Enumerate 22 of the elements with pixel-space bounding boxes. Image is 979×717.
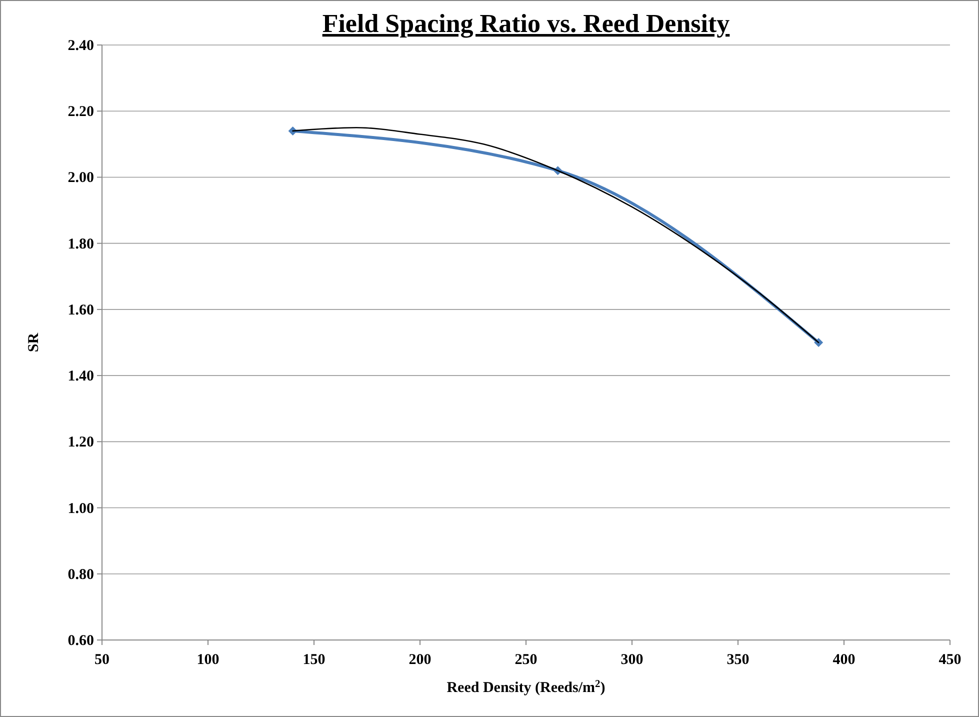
y-tick-label: 0.60 bbox=[68, 633, 94, 649]
y-axis-title: SR bbox=[26, 332, 42, 352]
y-tick-label: 1.80 bbox=[68, 236, 94, 252]
x-tick-label: 250 bbox=[514, 652, 538, 668]
x-tick-label: 200 bbox=[408, 652, 432, 668]
y-tick-label: 1.60 bbox=[68, 302, 94, 318]
x-tick-label: 300 bbox=[620, 652, 644, 668]
x-axis-title: Reed Density (Reeds/m$^{2}$) bbox=[446, 678, 606, 696]
y-tick-label: 1.40 bbox=[68, 368, 94, 385]
x-tick-label: 50 bbox=[94, 652, 110, 668]
x-tick-label: 450 bbox=[938, 652, 962, 668]
y-tick-label: 2.00 bbox=[68, 170, 94, 186]
y-tick-label: 1.20 bbox=[68, 434, 94, 451]
x-tick-label: 400 bbox=[832, 652, 856, 668]
chart-title: Field Spacing Ratio vs. Reed Density bbox=[322, 9, 730, 38]
x-tick-label: 350 bbox=[726, 652, 750, 668]
x-tick-label: 100 bbox=[196, 652, 220, 668]
x-tick-label: 150 bbox=[302, 652, 326, 668]
y-tick-label: 1.00 bbox=[68, 500, 94, 517]
y-tick-label: 0.80 bbox=[68, 566, 94, 583]
y-tick-label: 2.20 bbox=[68, 104, 94, 120]
y-tick-label: 2.40 bbox=[68, 38, 94, 54]
